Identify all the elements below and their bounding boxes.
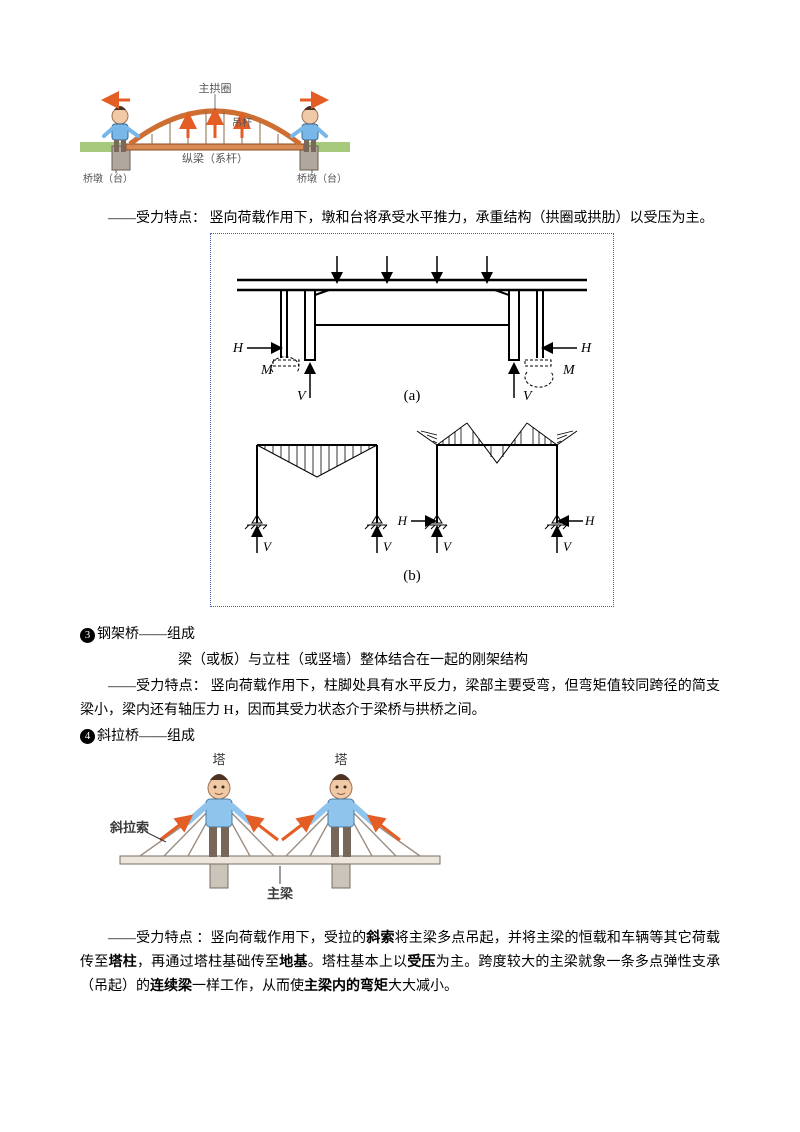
pier-right-label: 桥墩（台） [297, 172, 347, 185]
cable-stayed-force-paragraph: ——受力特点 ：竖向荷载作用下，受拉的斜索将主梁多点吊起，并将主梁的恒载和车辆等… [80, 927, 720, 998]
cable-stayed-figure: 塔 塔 斜拉索 主梁 [80, 750, 720, 919]
item3-lead: ——受力特点： [108, 679, 207, 694]
p4-b6: 主梁内的弯矩 [304, 979, 388, 994]
fig2-label-b: (b) [403, 568, 421, 584]
rigid-frame-svg: H H M M V V (a) [210, 233, 614, 607]
svg-text:V: V [523, 389, 533, 404]
lead-text: ——受力特点： [108, 211, 206, 226]
p4-b2: 塔柱 [108, 955, 136, 970]
person-tower-right-icon [310, 774, 372, 857]
svg-text:H: H [584, 513, 595, 528]
item3-title: 3钢架桥——组成 [80, 623, 720, 647]
arch-top-label: 主拱圈 [199, 81, 232, 95]
svg-text:V: V [383, 539, 393, 554]
tower-r-label: 塔 [334, 752, 347, 767]
svg-text:H: H [232, 341, 244, 356]
tower-l-label: 塔 [212, 752, 225, 767]
p4-t4: 。塔柱基本上以 [308, 955, 408, 970]
cable-stayed-svg: 塔 塔 斜拉索 主梁 [100, 750, 460, 910]
p4-b4: 受压 [407, 955, 435, 970]
person-tower-left-icon [188, 774, 250, 857]
p4-t3: ，再通过塔柱基础传至 [137, 955, 279, 970]
item4-title: 4斜拉桥——组成 [80, 725, 720, 749]
arch-bridge-figure: 主拱圈 吊杆 纵梁（系杆） 桥墩（台） 桥墩（台） [80, 80, 720, 199]
p4-t6: 一样工作，从而使 [192, 979, 304, 994]
main-girder-label: 主梁 [267, 886, 294, 901]
svg-text:H: H [580, 341, 592, 356]
arch-force-paragraph: ——受力特点： 竖向荷载作用下，墩和台将承受水平推力，承重结构（拱圈或拱肋）以受… [80, 207, 720, 231]
svg-text:V: V [563, 539, 573, 554]
item3-title-text: 钢架桥——组成 [97, 627, 195, 642]
p4-lead: ——受力特点 ： [108, 931, 211, 946]
svg-text:M: M [562, 363, 576, 378]
item3-force-paragraph: ——受力特点： 竖向荷载作用下，柱脚处具有水平反力，梁部主要受弯，但弯矩值较同跨… [80, 675, 720, 723]
svg-text:H: H [397, 513, 408, 528]
rigid-frame-figure: H H M M V V (a) [80, 233, 720, 616]
svg-text:V: V [263, 539, 273, 554]
num4-icon: 4 [80, 729, 95, 744]
item3-line2: 梁（或板）与立柱（或竖墙）整体结合在一起的刚架结构 [80, 649, 720, 673]
num3-icon: 3 [80, 628, 95, 643]
hanger-label: 吊杆 [232, 117, 252, 129]
item4-title-text: 斜拉桥——组成 [97, 729, 195, 744]
p4-t7: 大大减小。 [388, 979, 458, 994]
svg-text:V: V [297, 389, 307, 404]
stay-label: 斜拉索 [109, 820, 149, 835]
p4-b3: 地基 [279, 955, 307, 970]
p4-t1: 竖向荷载作用下，受拉的 [211, 931, 367, 946]
pier-left-label: 桥墩（台） [83, 172, 133, 185]
fig2-label-a: (a) [404, 388, 421, 404]
arch-bridge-svg: 主拱圈 吊杆 纵梁（系杆） 桥墩（台） 桥墩（台） [80, 80, 350, 190]
svg-text:V: V [443, 539, 453, 554]
girder-label: 纵梁（系杆） [182, 151, 248, 165]
p4-b5: 连续梁 [150, 979, 192, 994]
body-text: 竖向荷载作用下，墩和台将承受水平推力，承重结构（拱圈或拱肋）以受压为主。 [206, 211, 714, 226]
p4-b1: 斜索 [366, 931, 394, 946]
